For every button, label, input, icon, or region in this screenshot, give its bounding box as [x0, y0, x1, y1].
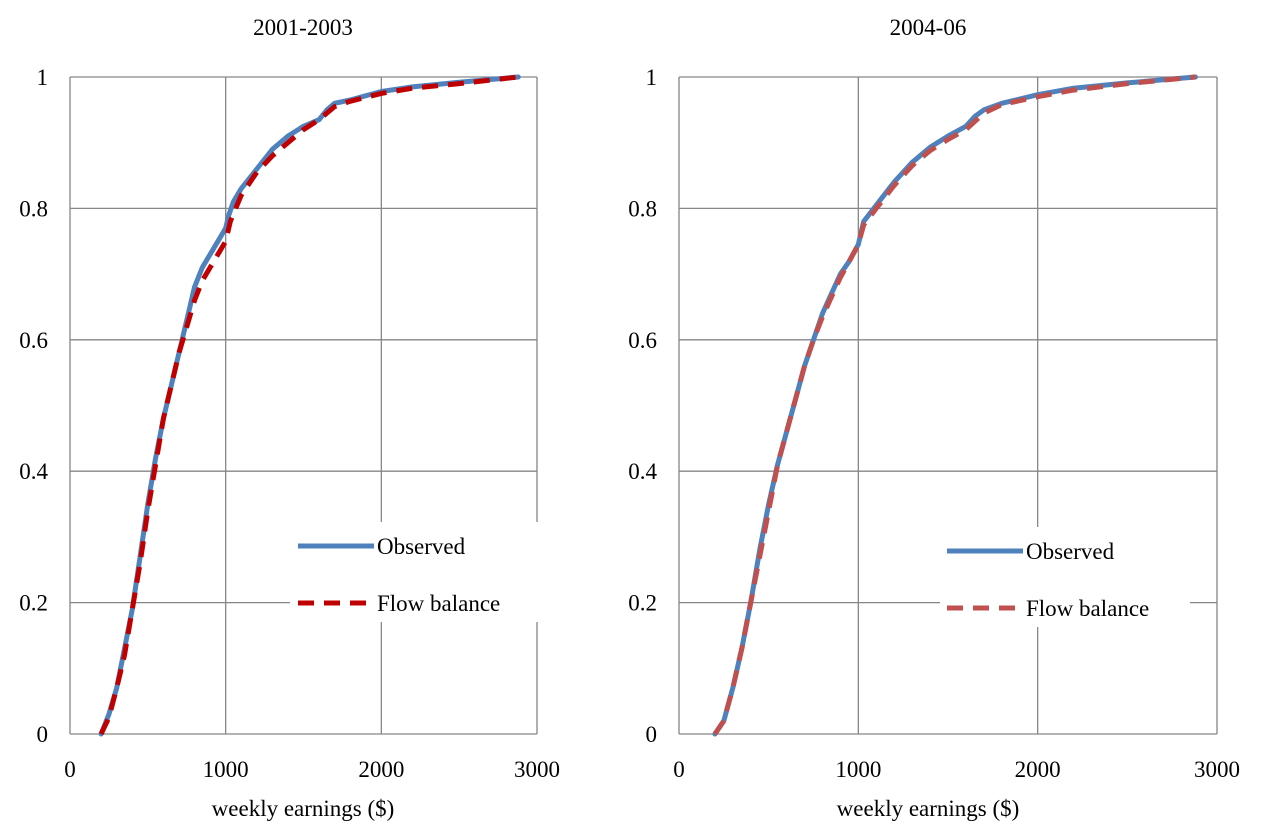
tick-labels: 0 1000 2000 3000 0 0.2 0.4 0.6 0.8 1	[628, 65, 1240, 782]
series-line-observed	[712, 74, 1198, 737]
y-tick-label: 0	[37, 722, 49, 747]
x-tick-label: 0	[64, 757, 76, 782]
y-tick-label: 1	[646, 65, 658, 90]
series-line-flow-balance	[712, 74, 1196, 736]
y-tick-label: 0.6	[628, 328, 657, 353]
x-tick-label: 1000	[203, 757, 249, 782]
legend-label-flow-balance: Flow balance	[377, 591, 500, 616]
chart-title: 2004-06	[890, 15, 967, 40]
y-tick-label: 0.6	[19, 328, 48, 353]
x-tick-label: 3000	[514, 757, 560, 782]
x-axis-label: weekly earnings ($)	[212, 796, 395, 821]
x-tick-label: 2000	[1015, 757, 1061, 782]
chart-panel-right: 2004-06 0 1000 2000 3000 0 0.2 0.4 0.6 0.8 1 Obse…	[628, 15, 1240, 821]
x-tick-label: 2000	[358, 757, 404, 782]
y-tick-label: 0.8	[628, 196, 657, 221]
series-lines	[98, 74, 521, 737]
series-line-observed	[98, 74, 521, 737]
tick-labels: 0 1000 2000 3000 0 0.2 0.4 0.6 0.8 1	[19, 65, 560, 782]
x-tick-label: 3000	[1194, 757, 1240, 782]
y-tick-label: 0.8	[19, 196, 48, 221]
x-axis-label: weekly earnings ($)	[837, 796, 1020, 821]
x-tick-label: 1000	[835, 757, 881, 782]
x-tick-label: 0	[673, 757, 685, 782]
chart-title: 2001-2003	[253, 15, 353, 40]
y-tick-label: 1	[37, 65, 49, 90]
gridlines	[69, 76, 538, 735]
y-tick-label: 0.2	[19, 591, 48, 616]
legend-label-observed: Observed	[377, 534, 466, 559]
y-tick-label: 0	[646, 722, 658, 747]
series-line-flow-balance	[98, 74, 519, 736]
gridlines	[678, 76, 1218, 735]
legend-label-flow-balance: Flow balance	[1026, 596, 1149, 621]
y-tick-label: 0.2	[628, 591, 657, 616]
series-lines	[712, 74, 1198, 737]
y-tick-label: 0.4	[19, 459, 48, 484]
legend-label-observed: Observed	[1026, 539, 1115, 564]
y-tick-label: 0.4	[628, 459, 657, 484]
chart-panel-left: 2001-2003 0 1000 2000 3000 0 0.2 0.4 0.6 0.8 1 Ob…	[19, 15, 560, 821]
